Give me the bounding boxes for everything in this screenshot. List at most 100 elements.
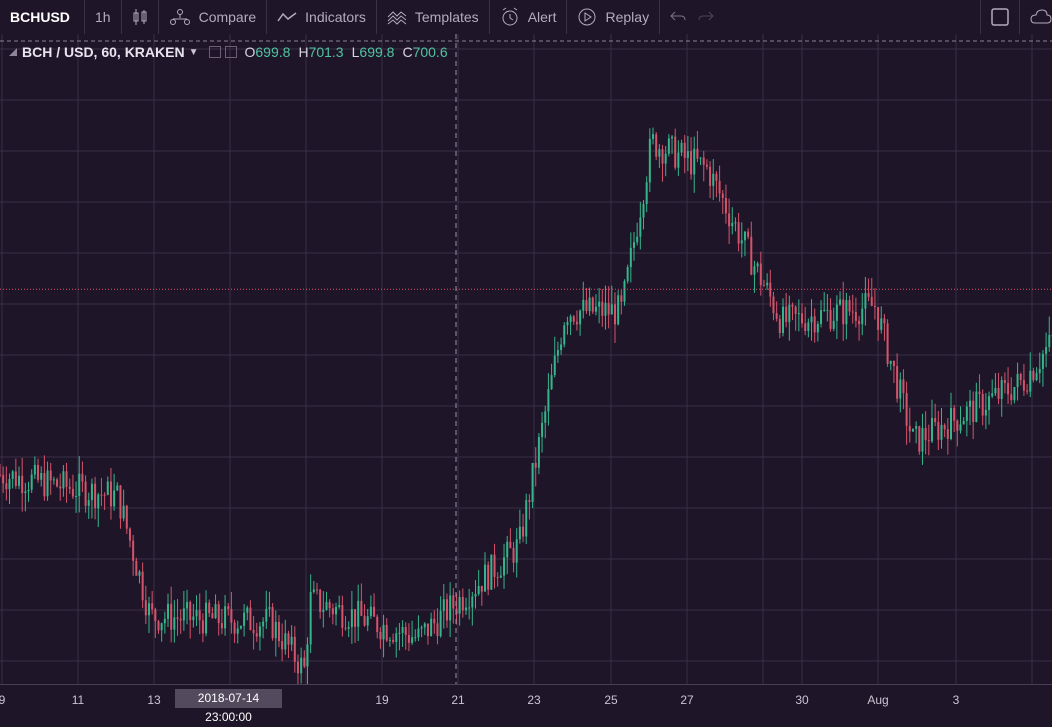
- candle-body: [889, 360, 892, 364]
- candle-body: [201, 620, 204, 634]
- candle-body: [230, 609, 233, 623]
- candle-body: [896, 366, 899, 399]
- indicators-button[interactable]: Indicators: [267, 0, 376, 34]
- candle-body: [243, 612, 246, 626]
- low-label: L: [351, 44, 360, 60]
- undo-button[interactable]: [660, 0, 696, 34]
- candle-body: [892, 360, 895, 367]
- eye-icon[interactable]: [208, 46, 221, 58]
- cloud-button[interactable]: [1020, 0, 1052, 34]
- redo-button[interactable]: [696, 0, 724, 34]
- candle-body: [141, 571, 144, 601]
- candle-body: [965, 406, 968, 421]
- candle-body: [211, 613, 214, 619]
- templates-button[interactable]: Templates: [377, 0, 489, 34]
- candle-body: [525, 500, 528, 537]
- candle-body: [90, 483, 93, 501]
- interval-button[interactable]: 1h: [95, 9, 111, 25]
- candle-body: [464, 607, 467, 611]
- divider: [566, 0, 568, 34]
- candle-body: [27, 489, 30, 492]
- candle-body: [537, 437, 540, 468]
- candle-body: [284, 633, 287, 650]
- candle-body: [357, 600, 360, 627]
- candle-body: [198, 610, 201, 621]
- candle-body: [306, 644, 309, 667]
- candle-body: [940, 424, 943, 440]
- candle-body: [598, 301, 601, 307]
- candle-body: [176, 617, 179, 619]
- legend-collapse-icon[interactable]: [8, 47, 18, 57]
- candle-body: [620, 295, 623, 302]
- candle-body: [0, 474, 1, 476]
- indicators-label: Indicators: [305, 9, 366, 25]
- candle-body: [1000, 380, 1003, 399]
- candle-body: [848, 300, 851, 312]
- time-axis[interactable]: 9 11 13 19 21 23 25 27 30 Aug 3 2018-07-…: [0, 684, 1052, 724]
- candle-body: [851, 311, 854, 313]
- candle-body: [648, 138, 651, 183]
- candle-body: [594, 306, 597, 312]
- candle-body: [794, 306, 797, 314]
- candle-body: [509, 541, 512, 549]
- settings-icon[interactable]: [224, 46, 237, 58]
- alert-button[interactable]: Alert: [490, 0, 567, 34]
- candle-body: [867, 293, 870, 297]
- candle-body: [747, 231, 750, 237]
- candle-body: [56, 479, 59, 487]
- symbol-search[interactable]: BCHUSD: [10, 9, 70, 25]
- candle-body: [522, 526, 525, 537]
- fullscreen-button[interactable]: [981, 0, 1019, 34]
- candle-body: [911, 428, 914, 432]
- candle-body: [442, 599, 445, 611]
- candle-body: [766, 282, 769, 286]
- candle-body: [274, 621, 277, 639]
- x-tick: 3: [952, 693, 960, 707]
- divider: [84, 0, 85, 34]
- candle-body: [62, 471, 65, 489]
- candle-body: [626, 267, 629, 282]
- candle-body: [636, 236, 639, 243]
- legend-symbol[interactable]: BCH / USD, 60, KRAKEN: [22, 44, 185, 60]
- candle-body: [724, 197, 727, 214]
- candle-body: [591, 297, 594, 312]
- candle-body: [46, 470, 49, 497]
- candle-body: [506, 541, 509, 558]
- candle-body: [170, 603, 173, 630]
- candle-body: [807, 322, 810, 331]
- replay-button[interactable]: Replay: [567, 0, 659, 34]
- candle-body: [512, 548, 515, 563]
- candle-body: [1016, 373, 1019, 388]
- candle-body: [249, 607, 252, 630]
- candle-body: [943, 424, 946, 430]
- candle-body: [873, 305, 876, 308]
- candle-body: [743, 231, 746, 241]
- chart-type-button[interactable]: [122, 0, 158, 34]
- candle-body: [629, 247, 632, 268]
- price-chart[interactable]: [0, 34, 1052, 684]
- candle-body: [281, 641, 284, 650]
- candle-body: [319, 589, 322, 612]
- candle-body: [407, 634, 410, 643]
- chevron-down-icon[interactable]: ▼: [188, 46, 199, 58]
- candle-body: [1041, 353, 1044, 369]
- candle-body: [759, 263, 762, 286]
- candle-body: [810, 316, 813, 323]
- compare-button[interactable]: Compare: [159, 0, 267, 34]
- candle-body: [277, 621, 280, 642]
- candle-body: [690, 151, 693, 175]
- candle-body: [376, 616, 379, 633]
- candle-body: [220, 623, 223, 629]
- candle-body: [604, 302, 607, 316]
- candle-body: [493, 554, 496, 577]
- candle-body: [163, 618, 166, 624]
- compare-label: Compare: [198, 9, 257, 25]
- candle-body: [5, 483, 8, 490]
- candle-body: [731, 222, 734, 227]
- candle-body: [699, 157, 702, 159]
- templates-label: Templates: [414, 9, 479, 25]
- candle-body: [1022, 380, 1025, 391]
- candle-body: [81, 473, 84, 482]
- candle-body: [331, 608, 334, 615]
- candle-body: [461, 597, 464, 611]
